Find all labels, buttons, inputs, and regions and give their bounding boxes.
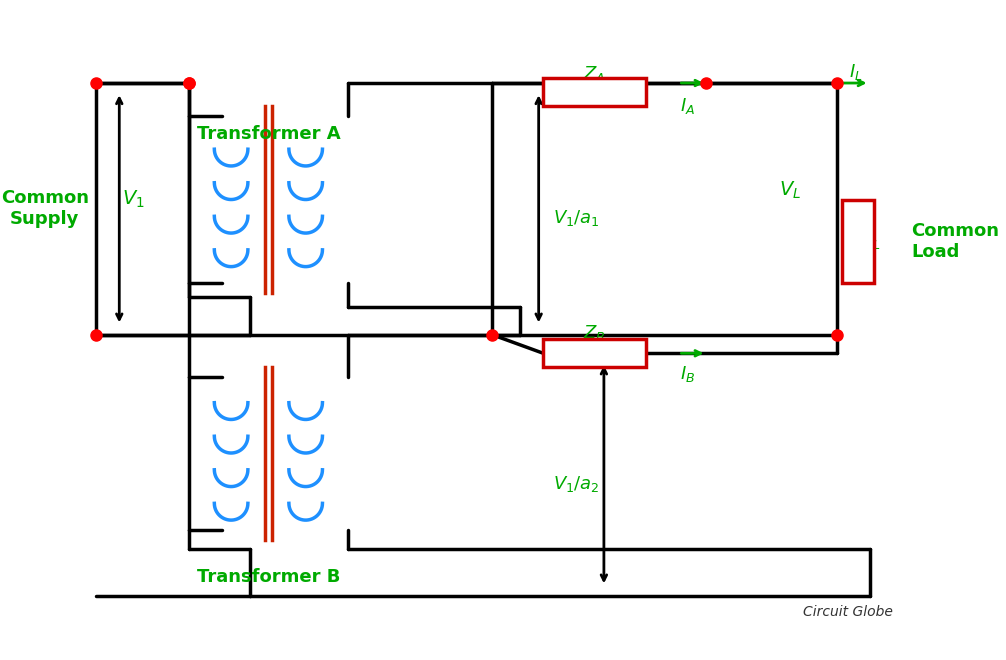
Text: Common
Load: Common Load: [911, 222, 999, 261]
Text: Common
Supply: Common Supply: [1, 189, 89, 228]
Text: Transformer A: Transformer A: [196, 125, 340, 143]
Text: $V_L$: $V_L$: [780, 180, 802, 201]
Bar: [543, 79, 646, 106]
Text: Transformer B: Transformer B: [197, 568, 340, 586]
Text: Circuit Globe: Circuit Globe: [803, 605, 892, 619]
Text: $I_L$: $I_L$: [849, 62, 862, 82]
Text: $I_B$: $I_B$: [680, 364, 695, 384]
Text: $Z_L$: $Z_L$: [860, 232, 881, 251]
Text: $V_1$: $V_1$: [122, 189, 145, 210]
Text: $Z_A$: $Z_A$: [583, 64, 606, 84]
Text: $I_A$: $I_A$: [680, 96, 695, 116]
Text: $Z_B$: $Z_B$: [583, 323, 606, 343]
Text: $V_1/a_1$: $V_1/a_1$: [552, 208, 600, 228]
Bar: [543, 339, 646, 367]
Bar: [842, 199, 874, 283]
Text: $V_1/a_2$: $V_1/a_2$: [552, 474, 600, 494]
